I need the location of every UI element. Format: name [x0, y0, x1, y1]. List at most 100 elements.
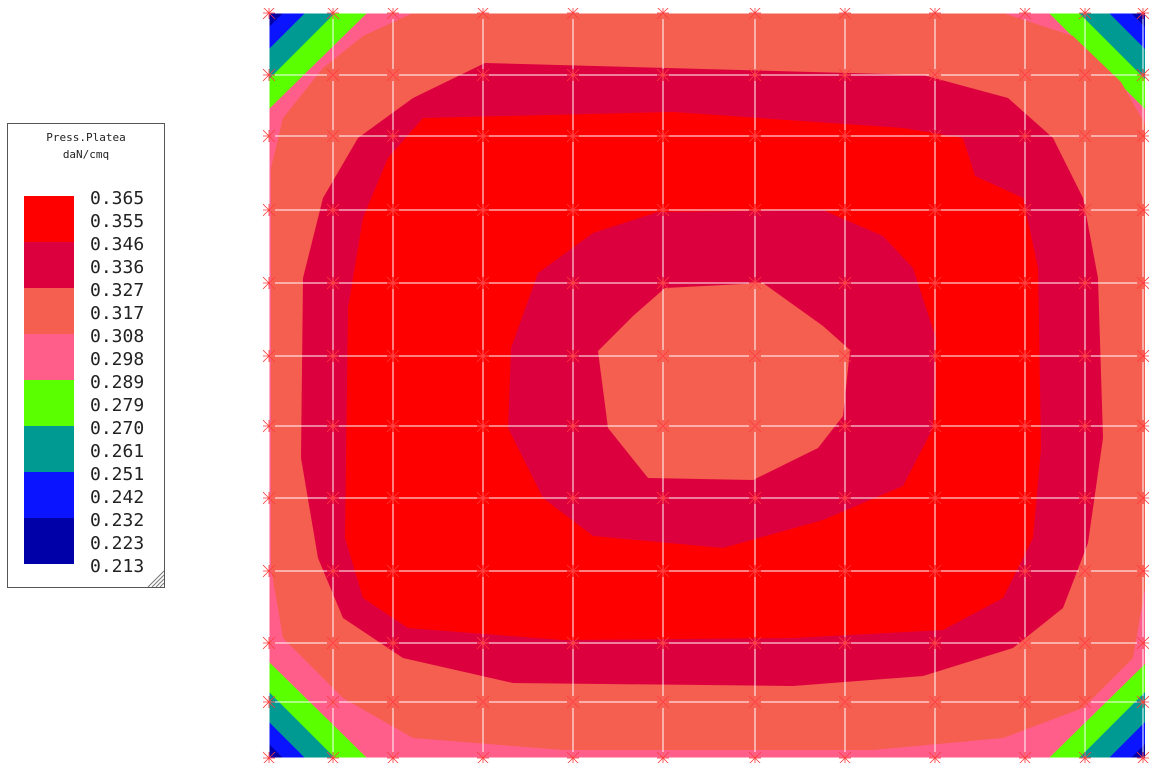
mesh-node: [566, 751, 580, 763]
mesh-node: [1136, 695, 1149, 709]
mesh-node: [1078, 276, 1092, 290]
band-0.317-0.327-center: [598, 283, 850, 480]
mesh-node: [263, 564, 276, 578]
mesh-node: [326, 68, 340, 82]
mesh-node: [748, 203, 762, 217]
mesh-node: [1078, 695, 1092, 709]
mesh-node: [1018, 636, 1032, 650]
mesh-node: [1136, 349, 1149, 363]
mesh-node: [1078, 636, 1092, 650]
legend-value-label: 0.298: [90, 349, 145, 370]
mesh-node: [748, 564, 762, 578]
mesh-node: [656, 695, 670, 709]
mesh-node: [1136, 8, 1149, 20]
legend-value-label: 0.346: [90, 234, 145, 255]
mesh-node: [566, 491, 580, 505]
mesh-node: [476, 419, 490, 433]
mesh-node: [1018, 695, 1032, 709]
mesh-node: [326, 129, 340, 143]
mesh-node: [326, 419, 340, 433]
legend-value-label: 0.317: [90, 303, 145, 324]
mesh-node: [476, 695, 490, 709]
mesh-node: [748, 695, 762, 709]
mesh-node: [476, 491, 490, 505]
mesh-node: [476, 276, 490, 290]
mesh-node: [1078, 751, 1092, 763]
mesh-node: [1078, 68, 1092, 82]
mesh-node: [748, 68, 762, 82]
mesh-node: [326, 751, 340, 763]
legend-value-label: 0.308: [90, 326, 145, 347]
mesh-node: [838, 8, 852, 20]
legend-value-label: 0.279: [90, 395, 145, 416]
resize-grip-icon[interactable]: [144, 567, 164, 587]
legend-swatch: [24, 288, 74, 334]
mesh-node: [263, 8, 276, 20]
mesh-node: [263, 129, 276, 143]
mesh-node: [748, 129, 762, 143]
legend-swatch: [24, 518, 74, 564]
mesh-node: [928, 129, 942, 143]
mesh-node: [928, 419, 942, 433]
legend-value-labels: 0.365 0.355 0.346 0.336 0.327 0.317 0.308 0.298…: [90, 187, 144, 578]
mesh-node: [656, 276, 670, 290]
mesh-node: [748, 8, 762, 20]
mesh-node: [1018, 751, 1032, 763]
mesh-node: [748, 491, 762, 505]
mesh-node: [928, 751, 942, 763]
mesh-node: [838, 68, 852, 82]
mesh-node: [928, 636, 942, 650]
mesh-node: [1136, 491, 1149, 505]
mesh-node: [263, 751, 276, 763]
mesh-node: [656, 68, 670, 82]
mesh-node: [1078, 129, 1092, 143]
legend-color-scale: [24, 196, 74, 564]
mesh-node: [838, 419, 852, 433]
legend-swatch: [24, 334, 74, 380]
mesh-node: [1078, 8, 1092, 20]
legend-value-label: 0.289: [90, 372, 145, 393]
legend-value-label: 0.242: [90, 487, 145, 508]
legend-value-label: 0.232: [90, 510, 145, 531]
mesh-node: [1136, 203, 1149, 217]
mesh-node: [928, 203, 942, 217]
mesh-node: [928, 276, 942, 290]
mesh-node: [476, 751, 490, 763]
legend-value-label: 0.327: [90, 280, 145, 301]
mesh-node: [386, 564, 400, 578]
mesh-node: [1078, 564, 1092, 578]
mesh-node: [1136, 564, 1149, 578]
legend-panel[interactable]: Press.Platea daN/cmq 0.365 0.355 0.346 0.33…: [7, 123, 165, 588]
legend-value-label: 0.251: [90, 464, 145, 485]
mesh-node: [386, 129, 400, 143]
mesh-node: [1018, 276, 1032, 290]
mesh-node: [386, 695, 400, 709]
mesh-node: [566, 636, 580, 650]
mesh-node: [656, 491, 670, 505]
mesh-node: [1018, 203, 1032, 217]
legend-value-label: 0.261: [90, 441, 145, 462]
mesh-node: [386, 491, 400, 505]
mesh-node: [748, 419, 762, 433]
mesh-node: [748, 636, 762, 650]
legend-title: Press.Platea: [46, 131, 126, 144]
mesh-node: [748, 349, 762, 363]
mesh-node: [1078, 491, 1092, 505]
mesh-node: [928, 695, 942, 709]
mesh-node: [1136, 129, 1149, 143]
mesh-node: [928, 349, 942, 363]
legend-swatch: [24, 426, 74, 472]
legend-value-label: 0.213: [90, 556, 145, 577]
mesh-node: [386, 203, 400, 217]
mesh-node: [386, 636, 400, 650]
legend-value-label: 0.223: [90, 533, 145, 554]
mesh-node: [1078, 203, 1092, 217]
mesh-node: [476, 129, 490, 143]
mesh-node: [1136, 276, 1149, 290]
mesh-node: [566, 8, 580, 20]
pressure-contour-plot[interactable]: [263, 8, 1149, 763]
mesh-node: [566, 276, 580, 290]
mesh-node: [476, 564, 490, 578]
mesh-node: [386, 419, 400, 433]
mesh-node: [838, 751, 852, 763]
